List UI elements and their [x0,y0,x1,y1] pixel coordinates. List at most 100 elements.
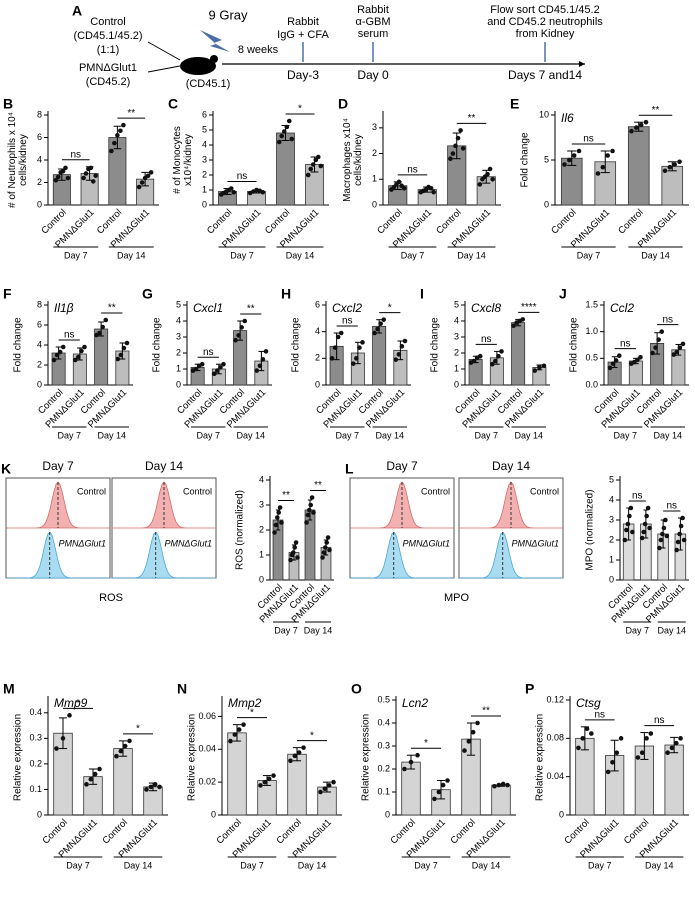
step-label: Rabbit [287,16,319,28]
data-point [92,771,98,777]
group-label: Day 7 [196,430,220,440]
y-tick-label: 0 [544,199,549,209]
data-point [616,353,622,358]
data-point [375,326,380,332]
data-point [627,513,632,519]
data-point [286,118,292,124]
panel-letter: A [72,3,82,19]
data-point [236,333,241,338]
group-label: Day 7 [66,860,90,870]
data-point [645,505,651,511]
data-point [292,753,298,759]
y-tick-label: 2 [315,353,320,363]
data-point [496,782,502,788]
group-label: Day 7 [240,860,264,870]
y-tick-label: 3 [609,514,614,524]
group-label: Day 14 [641,250,670,260]
data-point [650,350,655,356]
y-axis-title: Fold change [520,132,531,187]
y-tick-label: 4 [454,315,459,325]
significance-label: ** [314,480,322,491]
data-point [680,341,686,347]
bar [627,126,650,206]
data-point [242,318,248,324]
significance-label: ** [652,105,660,116]
data-point [215,368,220,373]
data-point [402,338,408,344]
data-point [275,515,280,520]
data-point [378,321,383,326]
y-tick-label: 2 [176,347,181,357]
day-label: Days 7 and14 [508,68,582,82]
data-point [487,166,493,172]
panel-letter: F [3,286,12,302]
data-point [313,157,319,163]
y-tick-label: 2 [454,347,459,357]
data-point [661,525,667,531]
data-point [67,713,72,718]
data-point [136,184,142,190]
panel-letter: G [142,286,153,302]
y-tick-label: 1 [176,363,181,373]
data-point [60,168,66,174]
data-point [257,363,263,369]
arrowhead [579,61,585,67]
data-point [324,540,329,545]
data-point [331,779,336,785]
y-tick-label: 0 [385,809,390,819]
data-point [350,361,356,366]
group-label: Day 7 [401,250,425,260]
data-point [90,179,96,184]
y-tick-label: 0 [176,379,181,389]
y-tick-label: 8 [37,299,42,309]
data-point [127,738,132,744]
group-label: Day 7 [625,625,649,635]
histogram-title: Day 7 [42,459,74,473]
y-tick-label: 0.04 [546,771,564,781]
data-point [72,357,78,363]
y-tick-label: 0 [37,379,42,389]
data-point [109,148,114,154]
y-tick-label: 6 [37,319,42,329]
data-point [148,784,154,790]
data-point [532,368,538,373]
y-tick-label: 4 [37,154,42,164]
data-point [284,124,290,130]
data-point [678,523,684,529]
significance-label: ns [237,171,248,182]
data-point [65,175,71,181]
y-tick-label: 5 [176,299,181,309]
data-point [53,177,59,183]
data-point [662,168,668,174]
histogram-title: Day 7 [386,459,418,473]
panel-letter: N [177,681,187,697]
y-tick-label: 2 [37,359,42,369]
y-tick-label: 0.3 [29,733,42,743]
data-point [500,781,506,787]
group-label: Day 7 [274,625,298,635]
data-point [402,766,407,772]
y-tick-label: 0.5 [377,694,390,704]
data-point [499,349,504,354]
data-point [291,550,296,555]
data-point [311,510,316,515]
y-tick-label: 1.5 [585,299,598,309]
data-point [462,748,467,753]
data-point [673,740,679,746]
donor-label: (1:1) [97,44,120,56]
y-tick-label: 3 [259,499,264,509]
data-point [315,154,321,160]
data-point [639,535,645,541]
y-tick-label: 2 [372,148,377,158]
data-point [357,345,362,350]
y-tick-label: 0 [37,199,42,209]
data-point [288,557,293,563]
significance-label: ns [342,316,353,327]
data-point [537,365,542,370]
y-tick-label: 2 [609,534,614,544]
histogram-curve [459,531,563,579]
group-label: Day 14 [375,430,404,440]
histogram-legend: Control [530,486,559,496]
data-point [76,354,81,360]
y-tick-label: 1 [202,184,207,194]
